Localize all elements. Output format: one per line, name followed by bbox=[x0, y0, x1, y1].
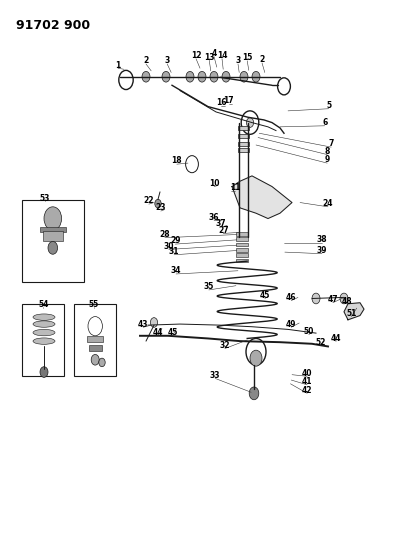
Polygon shape bbox=[232, 176, 292, 219]
Text: 48: 48 bbox=[342, 297, 352, 305]
Text: 45: 45 bbox=[168, 328, 178, 336]
Ellipse shape bbox=[33, 321, 55, 327]
Bar bbox=[238, 142, 249, 146]
Text: 17: 17 bbox=[224, 96, 234, 105]
Ellipse shape bbox=[33, 338, 55, 344]
Text: 31: 31 bbox=[169, 247, 179, 256]
Bar bbox=[22, 200, 84, 282]
Circle shape bbox=[198, 71, 206, 82]
Text: 7: 7 bbox=[328, 140, 334, 148]
Bar bbox=[236, 237, 248, 241]
Text: 1: 1 bbox=[115, 61, 121, 69]
Text: 9: 9 bbox=[324, 156, 330, 164]
Text: 51: 51 bbox=[346, 309, 356, 318]
Circle shape bbox=[222, 71, 230, 82]
Bar bbox=[238, 134, 249, 138]
Text: 30: 30 bbox=[164, 242, 174, 251]
Text: 6: 6 bbox=[322, 118, 328, 127]
Bar bbox=[89, 345, 102, 351]
Bar bbox=[236, 243, 248, 246]
Bar bbox=[236, 248, 248, 252]
Text: 3: 3 bbox=[164, 56, 170, 65]
Circle shape bbox=[340, 293, 348, 304]
Text: 44: 44 bbox=[153, 328, 163, 336]
Bar bbox=[238, 126, 249, 130]
Bar bbox=[74, 304, 116, 376]
Text: 35: 35 bbox=[204, 282, 214, 291]
Ellipse shape bbox=[33, 329, 55, 336]
Text: 53: 53 bbox=[40, 194, 50, 203]
Circle shape bbox=[44, 207, 62, 230]
Bar bbox=[87, 336, 103, 342]
Circle shape bbox=[252, 71, 260, 82]
Bar bbox=[236, 232, 248, 236]
Text: 37: 37 bbox=[216, 220, 226, 228]
Text: 47: 47 bbox=[328, 295, 338, 304]
Text: 23: 23 bbox=[156, 204, 166, 212]
Text: 33: 33 bbox=[210, 371, 220, 379]
Circle shape bbox=[186, 71, 194, 82]
Circle shape bbox=[91, 354, 99, 365]
Bar bbox=[40, 227, 66, 232]
Text: 52: 52 bbox=[316, 338, 326, 346]
Text: 50: 50 bbox=[304, 327, 314, 336]
Circle shape bbox=[312, 293, 320, 304]
Text: 42: 42 bbox=[302, 386, 312, 394]
Text: 49: 49 bbox=[286, 320, 296, 328]
Text: 32: 32 bbox=[220, 341, 230, 350]
Bar bbox=[238, 148, 249, 152]
Text: 12: 12 bbox=[191, 51, 201, 60]
Text: 14: 14 bbox=[217, 51, 227, 60]
Text: 11: 11 bbox=[230, 183, 240, 192]
Text: 44: 44 bbox=[331, 334, 341, 343]
Text: 41: 41 bbox=[302, 377, 312, 386]
Text: 28: 28 bbox=[160, 230, 170, 239]
Ellipse shape bbox=[33, 314, 55, 320]
Text: 27: 27 bbox=[218, 226, 228, 235]
Circle shape bbox=[246, 118, 254, 127]
Text: 54: 54 bbox=[38, 301, 48, 309]
Text: 24: 24 bbox=[323, 199, 333, 208]
Text: 8: 8 bbox=[324, 147, 330, 156]
Bar bbox=[236, 259, 248, 262]
Text: 91702 900: 91702 900 bbox=[16, 19, 90, 31]
Bar bbox=[43, 231, 63, 241]
Text: 2: 2 bbox=[259, 55, 265, 64]
Circle shape bbox=[99, 358, 105, 367]
Circle shape bbox=[40, 367, 48, 377]
Circle shape bbox=[150, 318, 158, 327]
Bar bbox=[22, 304, 64, 376]
Text: 18: 18 bbox=[172, 157, 182, 165]
Text: 36: 36 bbox=[209, 213, 219, 222]
Text: 29: 29 bbox=[170, 237, 180, 245]
Text: 38: 38 bbox=[317, 236, 327, 244]
Circle shape bbox=[210, 71, 218, 82]
Circle shape bbox=[155, 199, 161, 208]
Text: 40: 40 bbox=[302, 369, 312, 377]
Text: 4: 4 bbox=[211, 49, 217, 58]
Polygon shape bbox=[344, 303, 364, 320]
Text: 13: 13 bbox=[204, 53, 214, 61]
Circle shape bbox=[240, 71, 248, 82]
Circle shape bbox=[142, 71, 150, 82]
Text: 46: 46 bbox=[286, 293, 296, 302]
Text: 22: 22 bbox=[144, 197, 154, 205]
Circle shape bbox=[249, 387, 259, 400]
Text: 43: 43 bbox=[138, 320, 148, 328]
Circle shape bbox=[48, 241, 58, 254]
Text: 16: 16 bbox=[216, 98, 226, 107]
Text: 5: 5 bbox=[326, 101, 331, 110]
Text: 45: 45 bbox=[260, 291, 270, 300]
Text: 2: 2 bbox=[143, 56, 149, 65]
Bar bbox=[236, 253, 248, 257]
Text: 55: 55 bbox=[89, 301, 99, 309]
Text: 10: 10 bbox=[209, 179, 219, 188]
Text: 39: 39 bbox=[317, 246, 327, 255]
Text: 34: 34 bbox=[171, 266, 181, 275]
Text: 15: 15 bbox=[242, 53, 252, 62]
Circle shape bbox=[162, 71, 170, 82]
Text: 3: 3 bbox=[235, 56, 241, 65]
Circle shape bbox=[250, 350, 262, 366]
